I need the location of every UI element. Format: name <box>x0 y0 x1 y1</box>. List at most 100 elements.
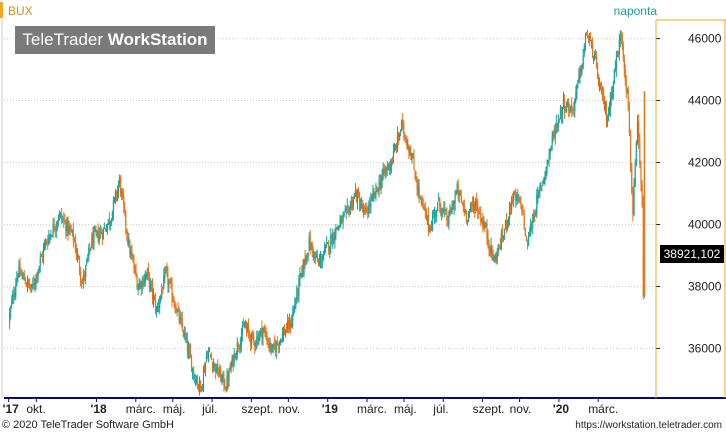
candle-body <box>231 356 233 367</box>
candle-body <box>564 110 567 112</box>
candle-body <box>94 230 96 232</box>
candle-body <box>157 305 159 309</box>
candle-body <box>272 343 274 347</box>
candle-body <box>49 234 51 237</box>
candle-body <box>101 232 103 239</box>
candle-body <box>426 215 428 220</box>
candle-body <box>233 353 235 364</box>
candle-body <box>107 219 109 225</box>
candle-body <box>209 353 212 358</box>
candle-body <box>451 205 453 214</box>
candle-body <box>259 331 261 339</box>
candle-body <box>16 277 18 286</box>
candle-body <box>182 330 184 337</box>
candle-body <box>92 233 94 245</box>
candle-body <box>305 254 307 265</box>
candle-body <box>639 141 641 165</box>
candle-body <box>636 123 639 143</box>
candle-body <box>158 306 160 308</box>
candle-body <box>350 200 352 207</box>
candle-body <box>594 55 597 59</box>
candle-body <box>395 145 398 149</box>
candle-body <box>169 281 171 283</box>
candle-body <box>550 146 552 148</box>
candle-body <box>621 34 623 48</box>
candle-body <box>242 324 245 327</box>
copyright-text: © 2020 TeleTrader Software GmbH <box>2 419 174 431</box>
candle-body <box>383 168 385 173</box>
candle-body <box>216 364 218 374</box>
symbol-label[interactable]: BUX <box>8 4 33 18</box>
candle-body <box>253 334 255 342</box>
candle-body <box>328 241 330 251</box>
period-label[interactable]: naponta <box>613 4 657 18</box>
candle-body <box>73 238 75 242</box>
candle-body <box>461 202 463 204</box>
candle-body <box>404 134 406 136</box>
candle-body <box>160 294 162 301</box>
candle-body <box>473 203 475 207</box>
candle-body <box>581 67 583 72</box>
candle-body <box>78 259 81 272</box>
candle-body <box>509 203 512 210</box>
candle-body <box>287 321 289 330</box>
x-tick-label: júl. <box>201 402 217 416</box>
candle-body <box>427 214 429 230</box>
last-value-badge: 38921,102 <box>660 245 724 263</box>
candle-body <box>96 230 98 233</box>
x-tick-label: '20 <box>553 402 570 416</box>
candle-body <box>364 209 366 211</box>
candle-body <box>90 247 92 251</box>
y-tick-label: 42000 <box>688 156 722 170</box>
candle-body <box>388 164 390 170</box>
candle-body <box>87 256 89 259</box>
candle-body <box>587 37 589 39</box>
candle-body <box>551 136 553 145</box>
source-url[interactable]: https://workstation.teletrader.com <box>575 420 722 431</box>
candle-body <box>335 227 337 236</box>
candle-body <box>531 223 533 229</box>
candle-body <box>402 120 404 123</box>
candle-body <box>56 222 58 225</box>
candle-body <box>517 195 519 202</box>
candle-body <box>329 246 331 253</box>
candle-body <box>598 84 601 86</box>
candle-body <box>37 270 39 277</box>
candle-body <box>497 244 499 252</box>
candle-body <box>288 320 290 330</box>
candle-body <box>334 236 336 242</box>
plot-area <box>4 20 656 398</box>
candle-body <box>453 201 455 209</box>
candle-body <box>9 312 11 322</box>
candle-body <box>474 205 476 211</box>
candle-body <box>627 89 629 111</box>
candle-body <box>489 248 491 253</box>
candle-body <box>385 168 387 171</box>
candle-body <box>205 356 208 362</box>
candle-body <box>458 190 460 196</box>
candle-body <box>421 197 423 205</box>
candle-body <box>399 133 401 140</box>
candle-body <box>511 198 513 210</box>
candle-body <box>176 309 178 312</box>
candle-body <box>628 108 631 134</box>
candle-body <box>317 260 320 263</box>
candle-body <box>574 98 576 111</box>
candle-body <box>325 245 327 249</box>
candle-body <box>13 293 15 298</box>
candle-body <box>155 308 158 313</box>
candle-body <box>265 334 267 338</box>
candle-body <box>164 271 166 277</box>
x-tick-label: nov. <box>278 402 300 416</box>
candle-body <box>614 67 616 69</box>
candle-body <box>23 273 25 281</box>
candle-body <box>503 228 506 236</box>
candle-body <box>360 203 363 206</box>
candle-body <box>123 196 125 206</box>
candle-body <box>332 233 334 247</box>
candle-body <box>371 196 373 200</box>
candle-body <box>465 211 468 221</box>
candle-body <box>42 247 45 258</box>
candle-body <box>66 220 68 234</box>
